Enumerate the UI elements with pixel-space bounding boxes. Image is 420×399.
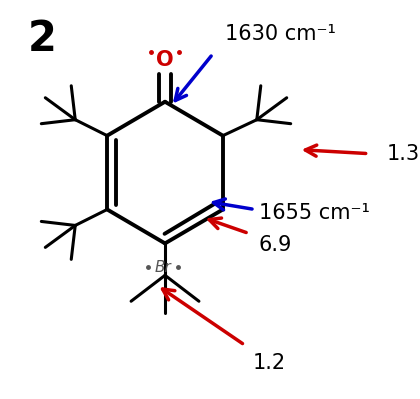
Text: 2: 2 — [27, 18, 56, 60]
Text: 1.2: 1.2 — [253, 353, 286, 373]
Text: O: O — [156, 50, 174, 70]
Text: 1630 cm⁻¹: 1630 cm⁻¹ — [225, 24, 336, 44]
Text: 1.3: 1.3 — [386, 144, 420, 164]
Text: 1655 cm⁻¹: 1655 cm⁻¹ — [259, 203, 370, 223]
Text: Br: Br — [155, 260, 171, 275]
Text: 6.9: 6.9 — [259, 235, 292, 255]
